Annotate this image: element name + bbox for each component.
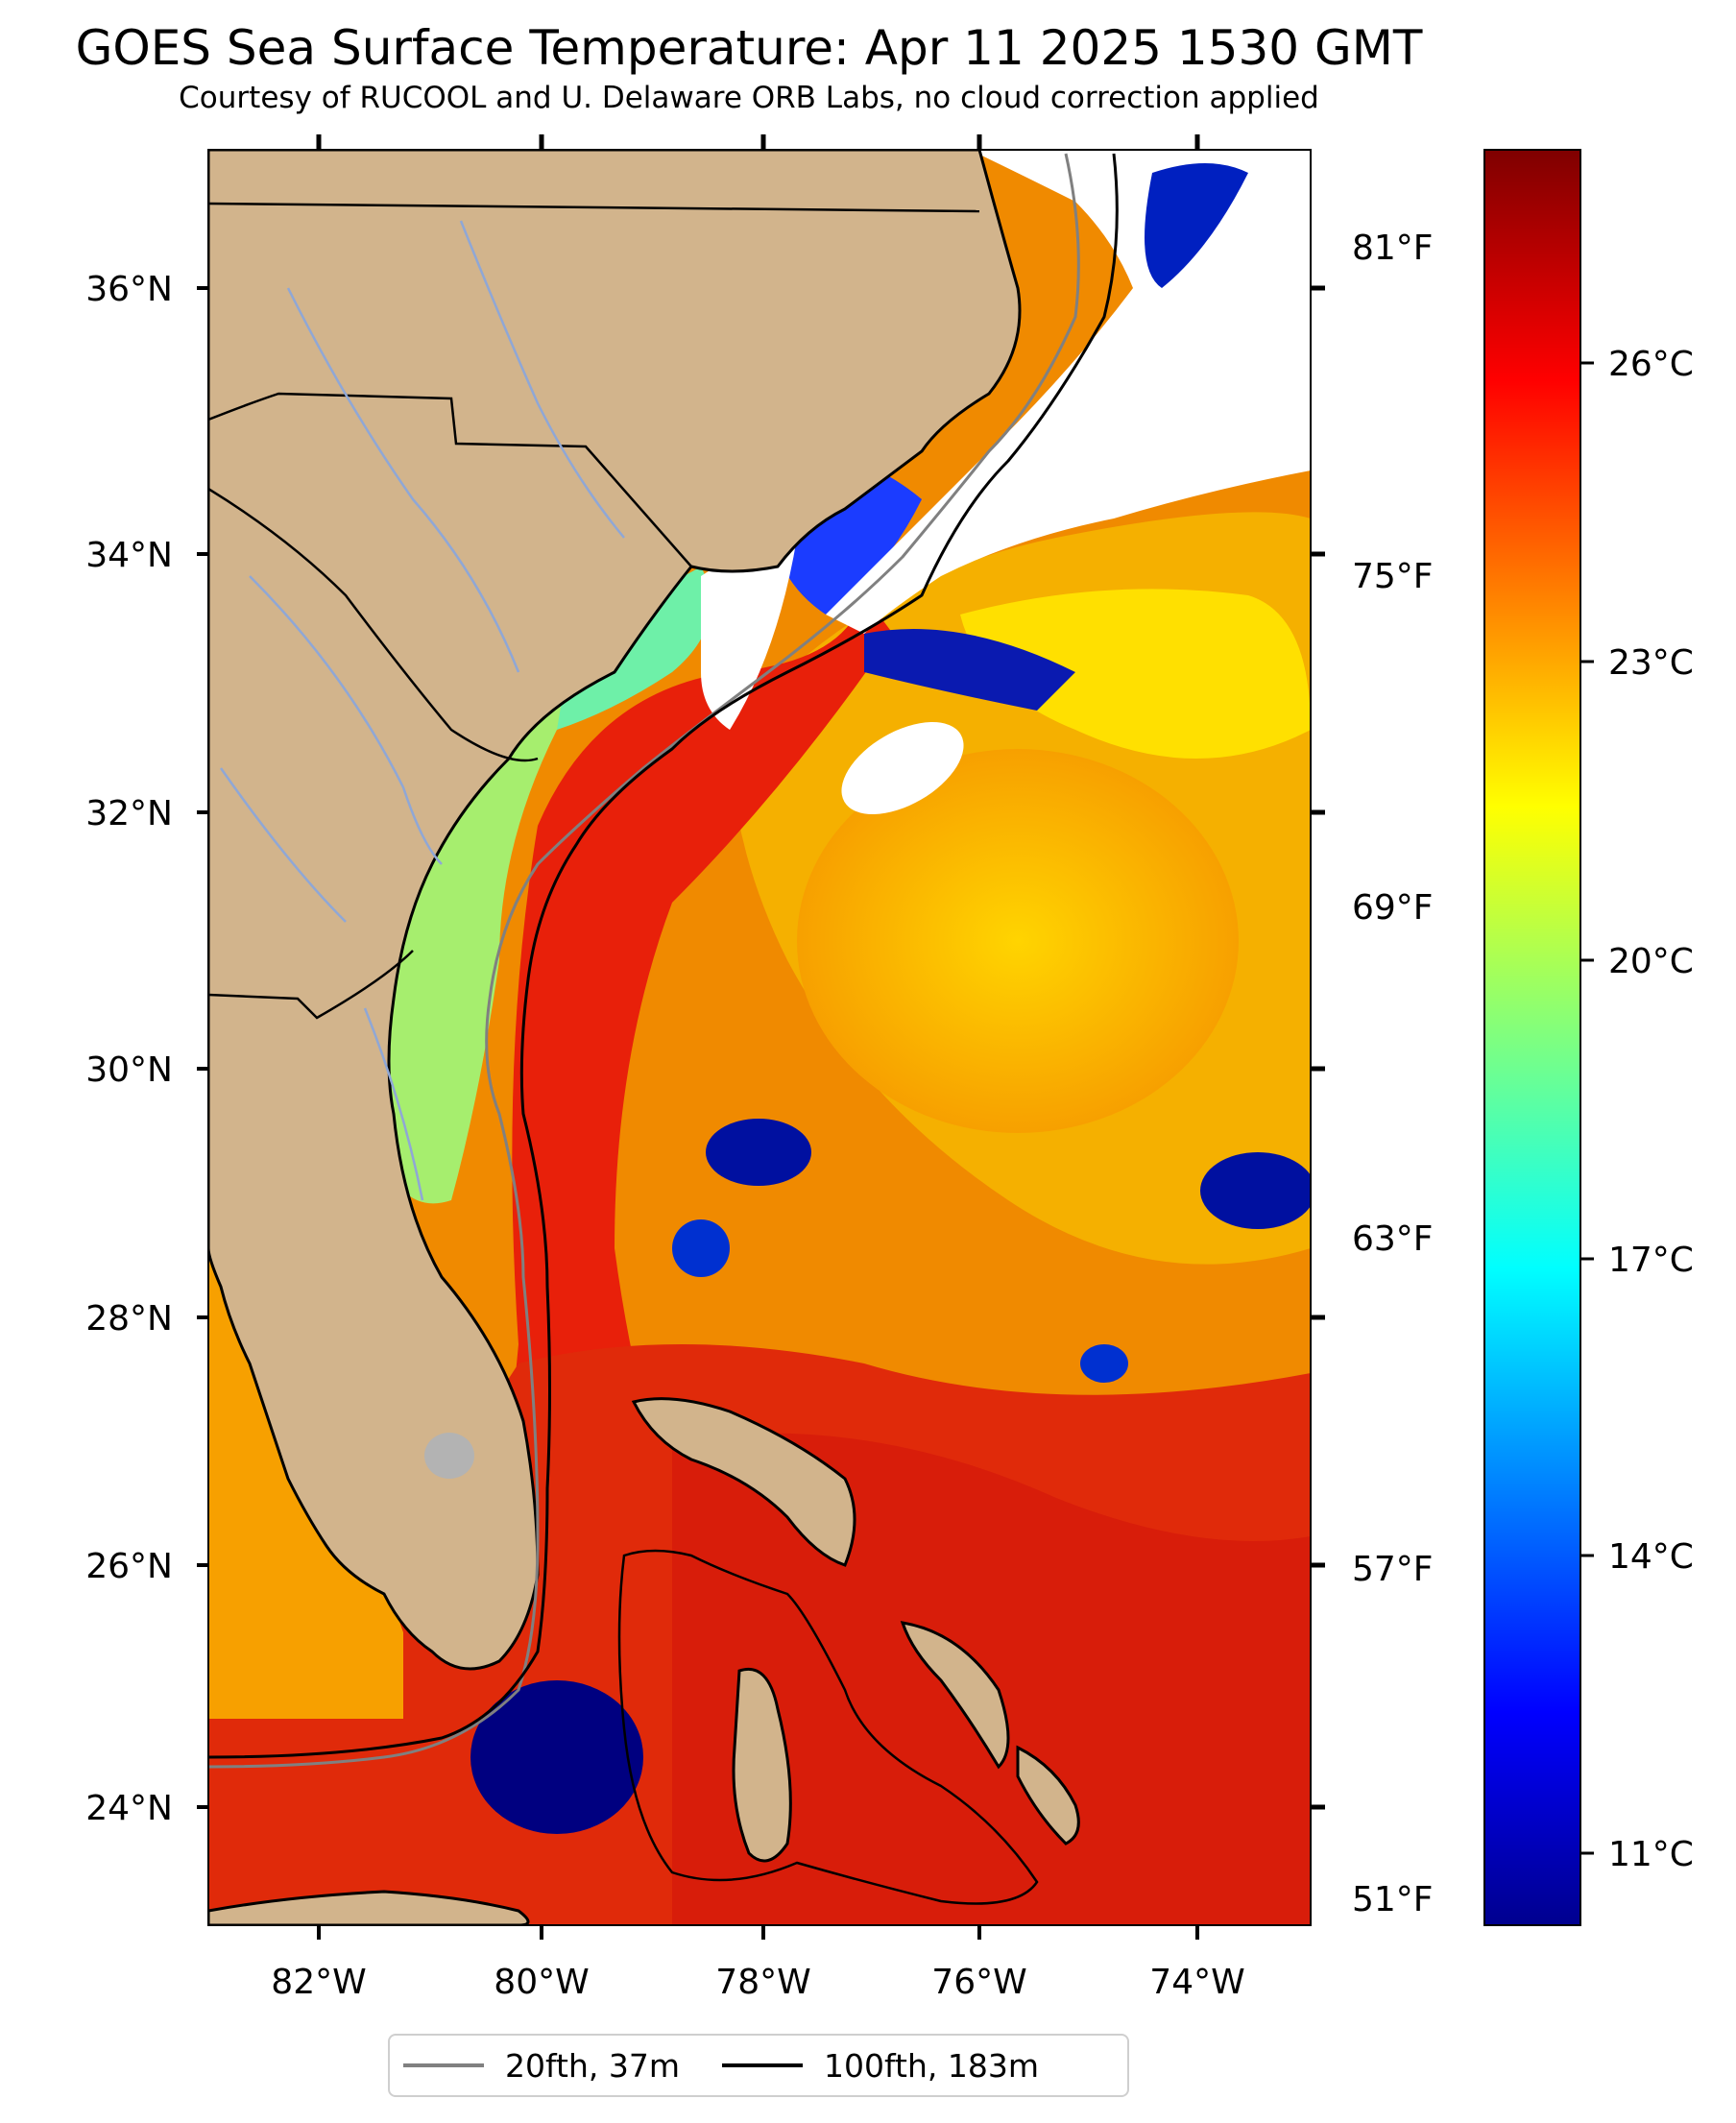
lat-label: 24°N: [85, 1789, 173, 1828]
cloud-patch-offshore: [841, 721, 964, 815]
map-subtitle: Courtesy of RUCOOL and U. Delaware ORB L…: [179, 81, 1319, 115]
rivers: [219, 220, 625, 1201]
isobath-100fth: [208, 153, 1119, 1759]
colorbar-label: 17°C: [1608, 1241, 1694, 1280]
isobath-legend: 20fth, 37m 100fth, 183m: [388, 2034, 1129, 2097]
lake-okeechobee: [424, 1433, 474, 1479]
legend-line-gray-icon: [403, 2063, 484, 2067]
lat-label: 28°N: [85, 1299, 173, 1339]
warm-eddy: [797, 749, 1239, 1133]
colorbar: [1483, 149, 1581, 1926]
lon-label: 74°W: [1149, 1963, 1244, 2002]
cloud-patch-shelf: [701, 538, 797, 730]
state-borders: [208, 202, 980, 1020]
land-cuba: [208, 1890, 530, 1925]
sst-map: [208, 150, 1311, 1925]
cold-band-cape: [864, 629, 1075, 711]
fahrenheit-label: 81°F: [1352, 229, 1434, 268]
map-title: GOES Sea Surface Temperature: Apr 11 202…: [75, 20, 1423, 76]
colorbar-label: 26°C: [1608, 345, 1694, 384]
colorbar-label: 14°C: [1608, 1537, 1694, 1577]
colorbar-labels: 26°C 23°C 20°C 17°C 14°C 11°C: [1608, 345, 1694, 1874]
lat-label: 30°N: [85, 1050, 173, 1090]
colorbar-label: 11°C: [1608, 1835, 1694, 1874]
lat-label: 32°N: [85, 794, 173, 833]
colorbar-ticks: [1580, 361, 1594, 1855]
land-grand-bahama: [631, 1397, 856, 1567]
cloud-shadow-1: [706, 1119, 811, 1186]
land-mainland: [208, 150, 1022, 1671]
map-frame: [207, 149, 1312, 1926]
cloud-shadow-3: [1200, 1152, 1311, 1229]
cloud-field-north: [826, 150, 1311, 634]
cold-patch-northeast: [1145, 163, 1248, 288]
fahrenheit-label: 51°F: [1352, 1880, 1434, 1919]
longitude-axis: [316, 134, 1200, 1940]
lon-label: 82°W: [271, 1963, 366, 2002]
colorbar-label: 20°C: [1608, 942, 1694, 981]
legend-label: 100fth, 183m: [824, 2046, 1039, 2085]
isobath-bahamas: [617, 1549, 1039, 1905]
fahrenheit-label: 63°F: [1352, 1219, 1434, 1259]
fahrenheit-labels: 81°F 75°F 69°F 63°F 57°F 51°F: [1352, 229, 1434, 1919]
lon-label: 76°W: [931, 1963, 1026, 2002]
continental-shelf: [377, 567, 691, 1204]
lat-label: 36°N: [85, 270, 173, 309]
colorbar-label: 23°C: [1608, 643, 1694, 683]
florida-keys-cold: [470, 1680, 643, 1834]
lat-label: 26°N: [85, 1547, 173, 1586]
land-exuma: [1016, 1745, 1080, 1846]
legend-item-100fth: 100fth, 183m: [722, 2047, 1039, 2085]
fahrenheit-label: 69°F: [1352, 888, 1434, 928]
fahrenheit-label: 75°F: [1352, 557, 1434, 596]
longitude-labels: 82°W 80°W 78°W 76°W 74°W: [271, 1963, 1244, 2002]
cloud-shadow-2: [672, 1219, 730, 1277]
land-eleuthera: [900, 1621, 1010, 1770]
legend-line-black-icon: [722, 2063, 803, 2067]
lon-label: 80°W: [494, 1963, 589, 2002]
legend-label: 20fth, 37m: [505, 2046, 680, 2085]
legend-item-20fth: 20fth, 37m: [403, 2047, 680, 2085]
fahrenheit-label: 57°F: [1352, 1550, 1434, 1589]
land-andros: [732, 1668, 792, 1863]
shelf-cool-water: [557, 567, 711, 730]
latitude-labels: 36°N 34°N 32°N 30°N 28°N 26°N 24°N: [85, 270, 173, 1828]
cloud-shadow-4: [1080, 1344, 1128, 1383]
lat-label: 34°N: [85, 536, 173, 575]
latitude-axis: [197, 285, 1325, 1810]
yellow-filament: [960, 589, 1311, 759]
lon-label: 78°W: [715, 1963, 810, 2002]
